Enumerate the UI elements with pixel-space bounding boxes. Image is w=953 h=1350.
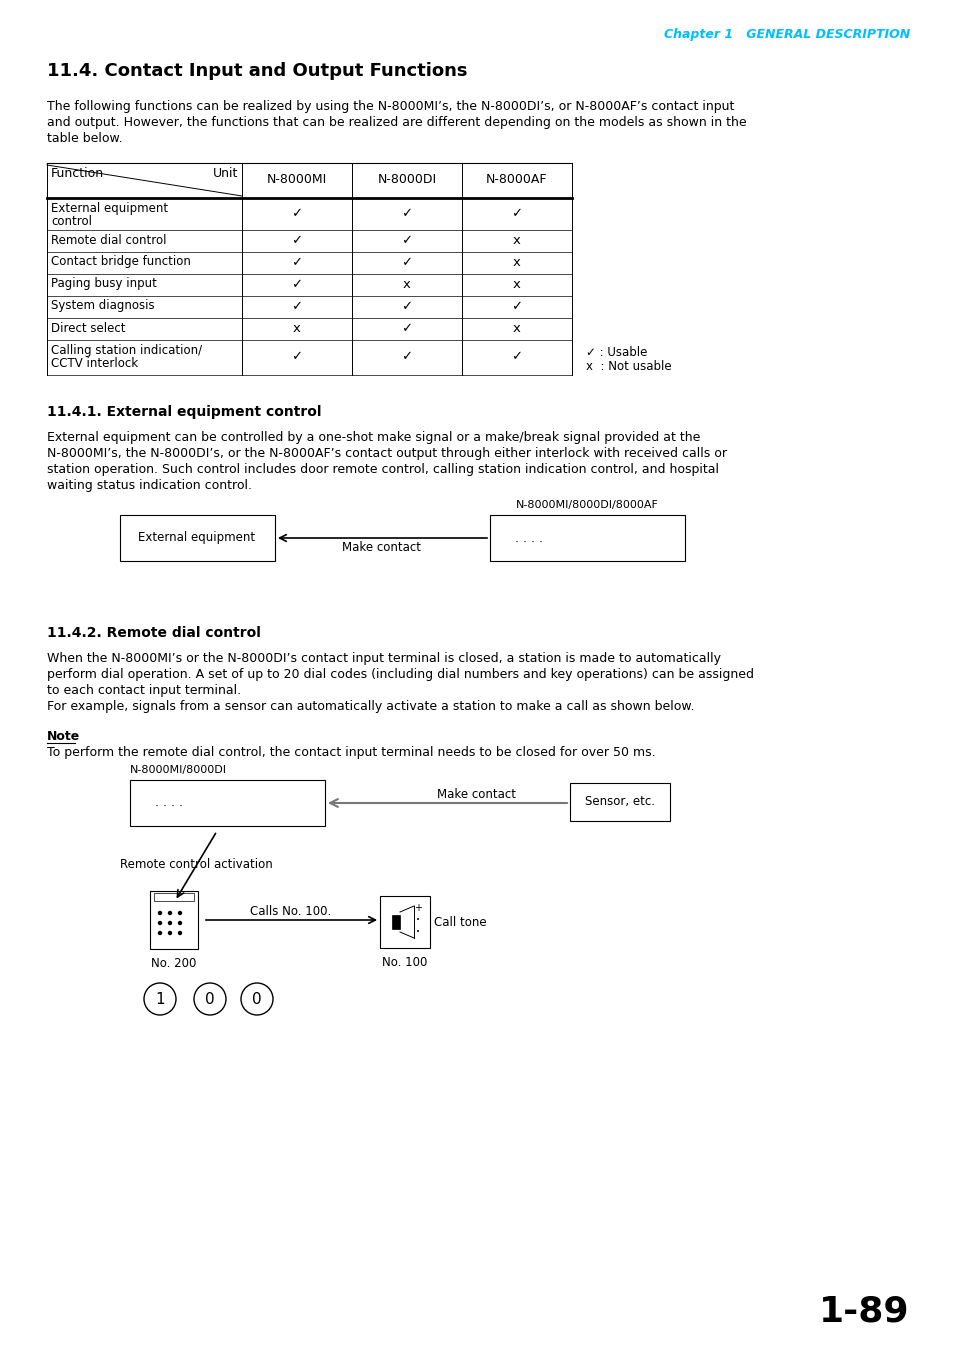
Circle shape [169, 911, 172, 914]
Text: Make contact: Make contact [437, 788, 516, 801]
Text: N-8000DI: N-8000DI [377, 173, 436, 186]
Text: For example, signals from a sensor can automatically activate a station to make : For example, signals from a sensor can a… [47, 701, 694, 713]
Text: ✓: ✓ [401, 323, 412, 336]
Text: control: control [51, 215, 91, 228]
Text: x: x [513, 235, 520, 247]
Text: Call tone: Call tone [434, 915, 486, 929]
Text: x: x [293, 323, 300, 336]
Bar [490, 517, 501, 529]
Text: Chapter 1   GENERAL DESCRIPTION: Chapter 1 GENERAL DESCRIPTION [663, 28, 909, 40]
Text: N-8000MI/8000DI: N-8000MI/8000DI [130, 765, 227, 775]
Bar [392, 915, 399, 929]
Bar [130, 780, 325, 826]
Text: Calls No. 100.: Calls No. 100. [250, 904, 332, 918]
Text: to each contact input terminal.: to each contact input terminal. [47, 684, 241, 697]
Bar [120, 514, 274, 562]
Text: ✓: ✓ [401, 235, 412, 247]
Text: . . . .: . . . . [154, 796, 183, 810]
Text: ✓: ✓ [511, 208, 522, 220]
Text: ✓: ✓ [401, 351, 412, 363]
Text: Contact bridge function: Contact bridge function [51, 255, 191, 269]
Text: 11.4.2. Remote dial control: 11.4.2. Remote dial control [47, 626, 260, 640]
Circle shape [178, 911, 181, 914]
Text: External equipment: External equipment [51, 202, 168, 215]
Text: ✓: ✓ [291, 256, 302, 270]
Text: Paging busy input: Paging busy input [51, 278, 156, 290]
Text: External equipment: External equipment [138, 532, 255, 544]
Text: 0: 0 [205, 991, 214, 1007]
Text: +: + [414, 903, 421, 913]
Bar [150, 891, 198, 949]
Text: To perform the remote dial control, the contact input terminal needs to be close: To perform the remote dial control, the … [47, 747, 655, 759]
Text: N-8000AF: N-8000AF [486, 173, 547, 186]
Text: System diagnosis: System diagnosis [51, 300, 154, 312]
Text: ✓: ✓ [291, 301, 302, 313]
Circle shape [158, 911, 161, 914]
Text: ✓: ✓ [291, 278, 302, 292]
Text: ✓: ✓ [401, 301, 412, 313]
Text: ✓: ✓ [511, 301, 522, 313]
Text: and output. However, the functions that can be realized are different depending : and output. However, the functions that … [47, 116, 746, 130]
Text: ✓: ✓ [291, 208, 302, 220]
Text: table below.: table below. [47, 132, 123, 144]
Text: Unit: Unit [213, 167, 237, 180]
Text: waiting status indication control.: waiting status indication control. [47, 479, 252, 491]
Circle shape [178, 922, 181, 925]
Text: •: • [416, 917, 419, 923]
Text: Make contact: Make contact [342, 541, 421, 554]
Text: ✓: ✓ [511, 351, 522, 363]
Text: External equipment can be controlled by a one-shot make signal or a make/break s: External equipment can be controlled by … [47, 431, 700, 444]
Circle shape [158, 922, 161, 925]
Circle shape [178, 931, 181, 934]
Text: •: • [416, 929, 419, 936]
Text: 11.4.1. External equipment control: 11.4.1. External equipment control [47, 405, 321, 418]
Text: x: x [513, 323, 520, 336]
Text: The following functions can be realized by using the N-8000MI’s, the N-8000DI’s,: The following functions can be realized … [47, 100, 734, 113]
Text: ✓: ✓ [291, 235, 302, 247]
Bar [569, 783, 669, 821]
Text: 11.4. Contact Input and Output Functions: 11.4. Contact Input and Output Functions [47, 62, 467, 80]
Text: Sensor, etc.: Sensor, etc. [584, 795, 655, 809]
Circle shape [169, 922, 172, 925]
Circle shape [169, 931, 172, 934]
Text: station operation. Such control includes door remote control, calling station in: station operation. Such control includes… [47, 463, 719, 477]
Text: Note: Note [47, 730, 80, 742]
Text: x: x [402, 278, 411, 292]
Text: x: x [513, 278, 520, 292]
Text: Remote control activation: Remote control activation [120, 859, 273, 871]
Text: ✓: ✓ [401, 256, 412, 270]
Text: 1-89: 1-89 [819, 1295, 909, 1328]
Bar [130, 782, 142, 794]
Text: CCTV interlock: CCTV interlock [51, 356, 138, 370]
Bar [490, 514, 684, 562]
Text: x: x [513, 256, 520, 270]
Text: Remote dial control: Remote dial control [51, 234, 167, 247]
Circle shape [158, 931, 161, 934]
Text: ✓: ✓ [401, 208, 412, 220]
Text: x  : Not usable: x : Not usable [585, 360, 671, 373]
Text: When the N-8000MI’s or the N-8000DI’s contact input terminal is closed, a statio: When the N-8000MI’s or the N-8000DI’s co… [47, 652, 720, 666]
Text: 0: 0 [252, 991, 261, 1007]
Text: No. 200: No. 200 [152, 957, 196, 971]
Text: ✓: ✓ [291, 351, 302, 363]
Text: perform dial operation. A set of up to 20 dial codes (including dial numbers and: perform dial operation. A set of up to 2… [47, 668, 753, 680]
Text: 1: 1 [155, 991, 165, 1007]
Text: N-8000MI: N-8000MI [267, 173, 327, 186]
Bar [153, 892, 193, 900]
Text: No. 100: No. 100 [382, 956, 427, 969]
Text: N-8000MI/8000DI/8000AF: N-8000MI/8000DI/8000AF [515, 500, 658, 510]
Text: Function: Function [51, 167, 104, 180]
Text: Calling station indication/: Calling station indication/ [51, 344, 202, 356]
Bar [379, 896, 430, 948]
Text: Direct select: Direct select [51, 321, 126, 335]
Text: N-8000MI’s, the N-8000DI’s, or the N-8000AF’s contact output through either inte: N-8000MI’s, the N-8000DI’s, or the N-800… [47, 447, 726, 460]
Text: . . . .: . . . . [515, 532, 542, 544]
Text: ✓ : Usable: ✓ : Usable [585, 346, 647, 359]
